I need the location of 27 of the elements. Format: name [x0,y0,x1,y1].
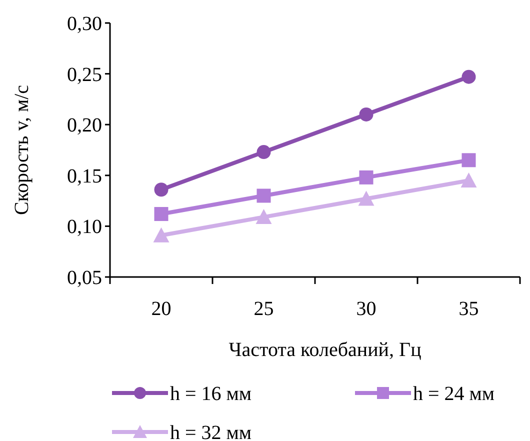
point [256,209,272,224]
y-tick-label: 0,20 [67,114,102,137]
point [153,227,170,242]
point [460,172,477,188]
x-tick-label: 30 [356,298,376,320]
y-tick-label: 0,10 [67,216,102,238]
point [358,190,374,206]
y-tick-label: 0,30 [67,13,102,35]
point [154,182,168,197]
legend-label: h = 16 мм [170,383,252,405]
point [359,170,374,184]
y-tick-label: 0,25 [67,64,102,86]
legend-label: h = 24 мм [413,383,495,405]
y-axis-title: Скорость v, м/с [11,84,33,216]
point [154,207,168,222]
x-tick-label: 35 [458,298,479,320]
legend-label: h = 32 мм [170,422,252,441]
point [462,70,476,84]
y-tick-label: 0,15 [67,165,102,188]
x-tick-label: 20 [151,298,172,320]
point [256,145,271,160]
point [462,153,476,168]
x-tick-label: 25 [254,298,274,320]
x-axis-title: Частота колебаний, Гц [228,339,422,361]
point [256,188,271,203]
y-tick-label: 0,05 [67,267,102,289]
point [359,107,374,122]
